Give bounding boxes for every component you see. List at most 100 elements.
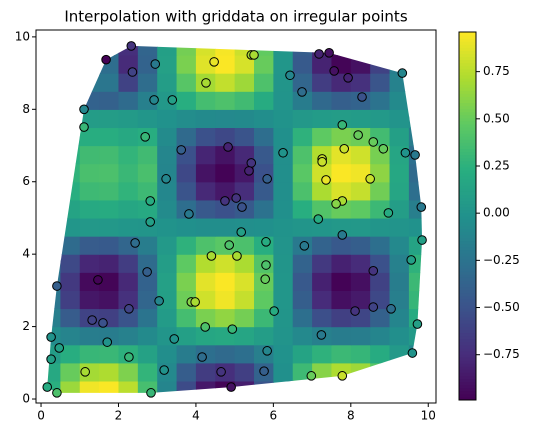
heat-cell [79, 127, 100, 147]
heat-cell [273, 217, 294, 237]
scatter-point [407, 348, 418, 358]
heat-cell [254, 73, 274, 92]
heat-cell [350, 73, 371, 92]
heat-cell [47, 109, 61, 129]
heat-cell [176, 127, 197, 147]
colorbar-segment [459, 206, 476, 211]
heat-cell [99, 362, 120, 382]
heat-cell [60, 199, 81, 219]
colorbar-segment [459, 182, 476, 186]
heat-cell [195, 45, 216, 56]
heat-cell [215, 163, 236, 183]
colorbar-segment [459, 179, 476, 183]
heat-cell [118, 199, 139, 219]
heat-cell [195, 127, 216, 147]
colorbar-segment [459, 320, 476, 324]
scatter-point [314, 49, 324, 59]
scatter-point [98, 318, 108, 328]
heat-cell [157, 181, 178, 201]
heat-cell [215, 217, 236, 237]
heat-cell [137, 181, 158, 201]
heat-cell [312, 380, 333, 393]
scatter-point [378, 143, 389, 154]
colorbar-segment [459, 102, 476, 107]
heat-cell [79, 199, 100, 219]
colorbar-segment [459, 120, 476, 125]
heat-cell [331, 236, 352, 255]
heat-cell [215, 272, 236, 291]
colorbar-segment [459, 114, 476, 119]
heat-cell [137, 362, 158, 382]
heat-cell [389, 199, 410, 219]
heat-cell [176, 344, 197, 364]
colorbar-segment [459, 148, 476, 153]
colorbar-segment [459, 87, 476, 91]
heat-cell [99, 145, 120, 165]
scatter-point [285, 70, 295, 81]
heat-cell [47, 163, 61, 183]
heat-cell [60, 127, 81, 147]
colorbar-tick-label: 0.25 [483, 158, 510, 172]
heat-cell [370, 181, 391, 201]
heat-cell [389, 91, 410, 110]
heat-cell [273, 181, 294, 201]
heat-cell [60, 91, 81, 110]
scatter-point [417, 235, 427, 245]
heat-cell [47, 308, 61, 328]
colorbar-segment [459, 323, 476, 327]
scatter-point [236, 227, 247, 237]
heat-cell [234, 362, 255, 382]
colorbar-segment [459, 99, 476, 104]
scatter-point [216, 367, 226, 377]
colorbar-segment [459, 32, 476, 36]
heat-cell [273, 362, 294, 382]
heat-cell [370, 217, 391, 237]
heat-cell [215, 308, 236, 328]
colorbar-segment [459, 304, 476, 309]
scatter-point [227, 324, 238, 334]
y-tick-label: 10 [15, 29, 30, 43]
colorbar-segment [459, 117, 476, 122]
heat-cell [118, 290, 139, 310]
heat-cell [60, 73, 81, 92]
heat-cell [370, 362, 391, 382]
heat-cell [273, 127, 294, 147]
heat-cell [176, 91, 197, 110]
heat-cell [389, 254, 410, 273]
heat-cell [408, 109, 423, 129]
scatter-point [269, 306, 279, 316]
heat-cell [370, 236, 391, 255]
heat-cell [60, 145, 81, 165]
colorbar-segment [459, 105, 476, 110]
scatter-point [79, 122, 89, 132]
colorbar-segment [459, 212, 476, 217]
scatter-point [184, 209, 194, 219]
scatter-point [149, 95, 159, 105]
scatter-point [80, 367, 90, 377]
scatter-point [368, 266, 379, 276]
colorbar-segment [459, 344, 476, 349]
heat-cell [254, 308, 274, 328]
heat-cell [389, 344, 410, 364]
heat-cell [389, 308, 410, 328]
heat-cell [60, 217, 81, 237]
scatter-point [142, 267, 152, 277]
scatter-point [278, 147, 288, 158]
scatter-point [176, 145, 187, 155]
heat-cell [234, 109, 255, 129]
heat-cell [350, 109, 371, 129]
heat-cell [79, 290, 100, 310]
heat-cell [137, 145, 158, 165]
heat-cell [350, 362, 371, 382]
colorbar-segment [459, 225, 476, 229]
heat-cell [118, 308, 139, 328]
colorbar-segment [459, 311, 476, 315]
x-tick-label: 4 [192, 409, 200, 423]
scatter-point [101, 54, 111, 65]
heat-cell [215, 344, 236, 364]
heat-cell [176, 308, 197, 328]
heat-cell [408, 163, 423, 183]
heat-cell [137, 109, 158, 129]
heat-cell [215, 109, 236, 129]
heat-cell [331, 181, 352, 201]
